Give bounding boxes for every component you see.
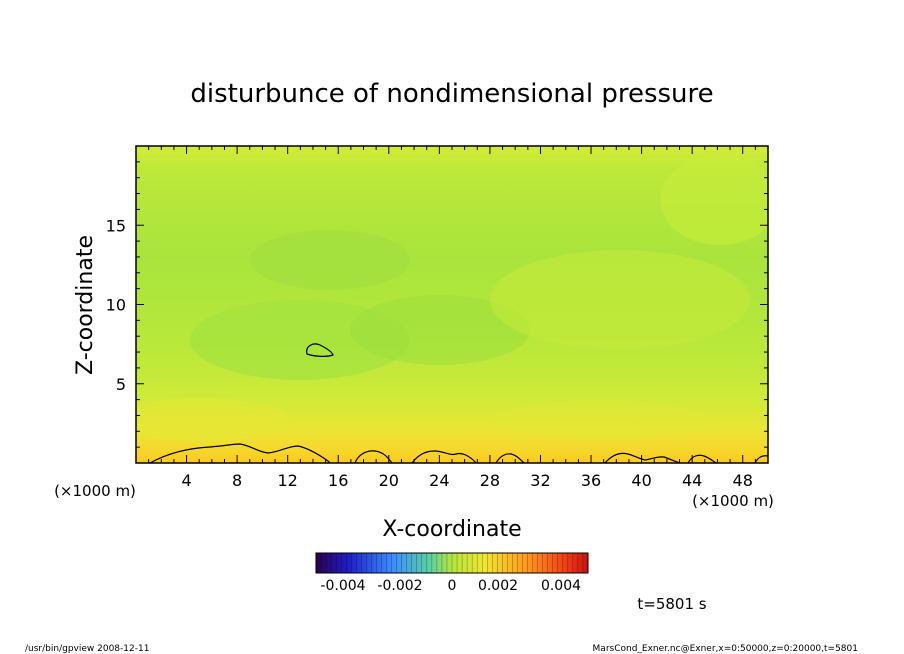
x-axis-label: X-coordinate: [382, 517, 521, 542]
y-tick-label: 10: [106, 296, 126, 315]
y-axis: 5 10 15: [106, 161, 768, 448]
x-tick-label: 40: [631, 471, 651, 490]
x-tick-label: 12: [278, 471, 298, 490]
field-patch: [350, 295, 530, 365]
y-tick-label: 5: [116, 375, 126, 394]
x-tick-label: 48: [733, 471, 753, 490]
field-patch: [660, 155, 768, 245]
field-patch: [490, 250, 750, 350]
contour-line: [149, 443, 331, 463]
contour-line: [306, 343, 334, 357]
time-label: t=5801 s: [637, 595, 706, 613]
footer-right: MarsCond_Exner.nc@Exner,x=0:50000,z=0:20…: [593, 644, 858, 654]
colorbar-stripes: [320, 553, 584, 573]
colorbar-tick-label: 0.002: [478, 578, 518, 594]
colorbar-tick-label: -0.004: [320, 578, 365, 594]
y-tick-label: 15: [106, 216, 126, 235]
colorbar-gradient: [316, 553, 588, 573]
x-tick-label: 20: [379, 471, 399, 490]
footer-left: /usr/bin/gpview 2008-12-11: [25, 644, 149, 654]
x-unit-right: (×1000 m): [692, 492, 774, 510]
x-tick-label: 44: [682, 471, 702, 490]
contour-line: [411, 450, 477, 463]
x-tick-label: 8: [232, 471, 242, 490]
colorbar-tick-labels: -0.004 -0.002 0 0.002 0.004: [320, 578, 581, 594]
colorbar-frame: [315, 552, 589, 574]
contour-line: [604, 452, 681, 463]
x-axis: 4 8 12 16 20 24 28 32 36 40 44 48: [148, 146, 756, 490]
colorbar-tick-label: 0.004: [541, 578, 581, 594]
contour-line: [495, 453, 525, 463]
colorbar: -0.004 -0.002 0 0.002 0.004: [315, 552, 589, 594]
x-tick-label: 36: [581, 471, 601, 490]
x-tick-label: 24: [429, 471, 449, 490]
heatmap-field: [136, 146, 768, 463]
y-axis-label: Z-coordinate: [73, 235, 98, 375]
x-unit-left: (×1000 m): [54, 482, 136, 500]
chart-title: disturbunce of nondimensional pressure: [190, 79, 713, 109]
colorbar-tick-label: -0.002: [377, 578, 422, 594]
field-patch: [250, 230, 410, 290]
x-tick-label: 32: [530, 471, 550, 490]
x-tick-label: 4: [181, 471, 191, 490]
field-patch: [136, 398, 290, 442]
x-tick-label: 16: [328, 471, 348, 490]
field-patch: [490, 400, 710, 440]
x-tick-label: 28: [480, 471, 500, 490]
colorbar-tick-label: 0: [448, 578, 457, 594]
